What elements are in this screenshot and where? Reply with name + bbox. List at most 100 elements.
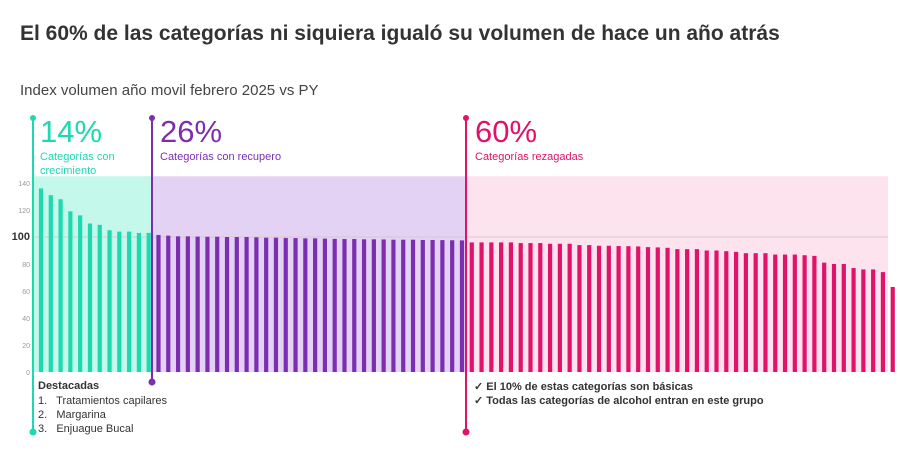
bar <box>499 242 504 372</box>
bar <box>273 237 279 372</box>
bar <box>401 239 406 372</box>
bar <box>812 255 817 372</box>
group-growth-label-1: Categorías con <box>40 151 115 163</box>
y-tick-label: 100 <box>12 231 30 243</box>
bar <box>851 268 856 372</box>
bar <box>264 237 269 372</box>
bar <box>714 250 719 372</box>
bar <box>371 239 376 372</box>
bar <box>822 262 827 372</box>
bar <box>636 246 641 372</box>
bar <box>469 242 474 372</box>
bar <box>254 237 259 372</box>
bar <box>655 247 660 372</box>
bar <box>528 243 533 372</box>
bar <box>234 237 239 372</box>
bar <box>753 253 758 372</box>
highlight-item: 2. Margarina <box>38 409 107 421</box>
lagging-note: ✓ El 10% de estas categorías son básicas <box>474 381 693 393</box>
bar <box>890 286 895 372</box>
bar <box>68 211 73 372</box>
bar <box>283 237 288 372</box>
highlight-item: 3. Enjuague Bucal <box>38 423 133 435</box>
bar <box>58 199 63 372</box>
divider-dot <box>149 115 155 121</box>
chart-subtitle: Index volumen año movil febrero 2025 vs … <box>20 82 319 99</box>
group-growth-pct: 14% <box>40 114 102 149</box>
bar <box>538 243 543 372</box>
bar <box>694 249 700 372</box>
y-tick-label: 120 <box>18 208 30 215</box>
divider-dot <box>463 115 469 121</box>
bar <box>518 243 523 372</box>
divider-dot <box>29 428 37 436</box>
highlight-item: 1. Tratamientos capilares <box>38 395 168 407</box>
bar <box>773 254 778 372</box>
y-tick-label: 0 <box>26 370 30 377</box>
bar <box>567 243 572 372</box>
group-growth-label-2: crecimiento <box>40 165 96 177</box>
y-tick-label: 40 <box>22 316 30 323</box>
bar <box>831 264 837 372</box>
bar <box>361 239 367 372</box>
bar <box>156 234 161 372</box>
bar <box>861 269 866 372</box>
bar <box>146 232 151 372</box>
y-tick-label: 20 <box>22 343 30 350</box>
bar <box>185 236 190 372</box>
group-recovery-label: Categorías con recupero <box>160 151 281 163</box>
bar <box>224 237 230 372</box>
divider-dot <box>30 115 36 121</box>
bar <box>410 239 416 372</box>
bar <box>166 235 171 372</box>
bar <box>782 254 788 372</box>
bar <box>665 247 670 372</box>
chart-title: El 60% de las categorías ni siquiera igu… <box>20 22 780 45</box>
bar <box>215 236 220 372</box>
bar <box>313 238 318 372</box>
divider-dot <box>148 378 156 386</box>
bar <box>577 245 582 372</box>
bar <box>391 239 396 372</box>
bar <box>342 239 347 372</box>
y-tick-label: 140 <box>18 181 30 188</box>
bar <box>332 238 337 372</box>
bar <box>195 236 200 372</box>
bar <box>78 215 83 372</box>
bar <box>626 246 631 372</box>
bar <box>547 243 553 372</box>
bar <box>38 188 44 372</box>
bar <box>322 238 328 372</box>
bar <box>479 242 484 372</box>
bar <box>704 250 709 372</box>
bar <box>557 243 562 372</box>
bar <box>117 231 122 372</box>
bar <box>841 264 846 372</box>
bar <box>127 231 132 372</box>
bar <box>792 254 797 372</box>
highlights-heading: Destacadas <box>38 380 99 392</box>
bar <box>685 249 690 372</box>
bar <box>489 242 494 372</box>
bar <box>48 195 53 372</box>
bar <box>352 239 357 372</box>
bar <box>244 237 249 372</box>
bar <box>293 238 298 372</box>
bar <box>743 253 748 372</box>
group-lagging-label: Categorías rezagadas <box>475 151 584 163</box>
bar <box>606 245 611 372</box>
bar <box>459 240 465 372</box>
bar <box>802 255 807 372</box>
group-lagging-pct: 60% <box>475 114 537 149</box>
bar <box>596 245 602 372</box>
lagging-note: ✓ Todas las categorías de alcohol entran… <box>474 395 764 407</box>
bar <box>616 246 621 372</box>
bar <box>880 272 886 372</box>
bar <box>107 230 112 372</box>
bar <box>175 236 181 372</box>
bar <box>508 242 514 372</box>
y-tick-label: 80 <box>22 262 30 269</box>
bar <box>645 247 651 372</box>
bar <box>724 251 729 372</box>
